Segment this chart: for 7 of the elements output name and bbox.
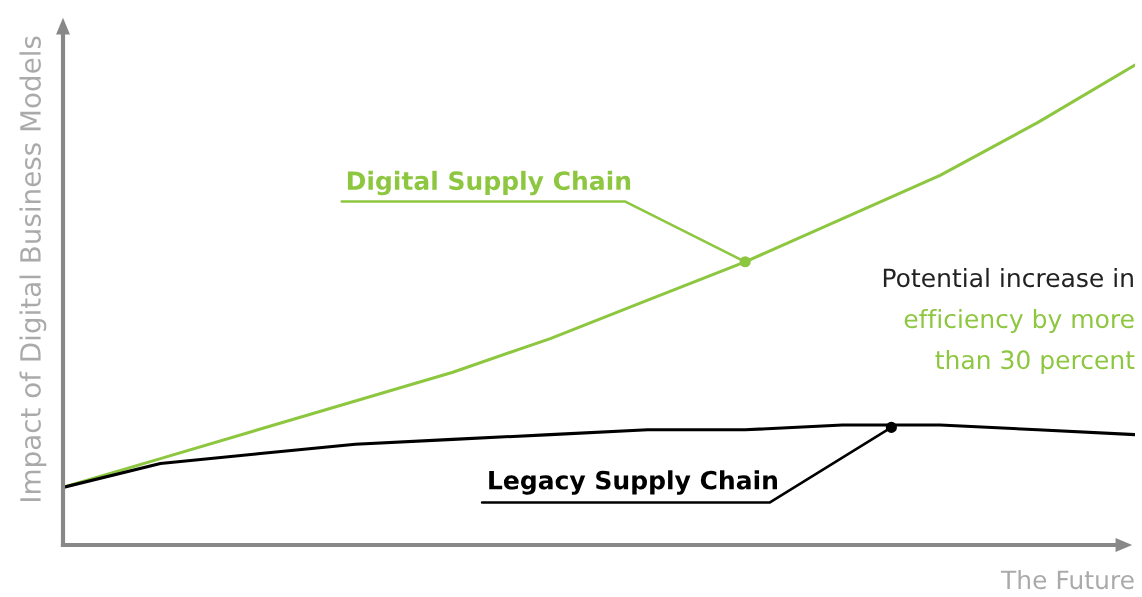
y-axis-title: Impact of Digital Business Models [19,36,47,501]
text: Digital Supply Chain [347,170,631,196]
annotation: efficiency by more [904,308,1134,334]
annotation: than 30 percent [935,349,1135,375]
series-label: Legacy Supply Chain [489,470,777,495]
x-axis-title: The Future [1000,569,1134,590]
annotation: Potential increase in [883,267,1133,288]
